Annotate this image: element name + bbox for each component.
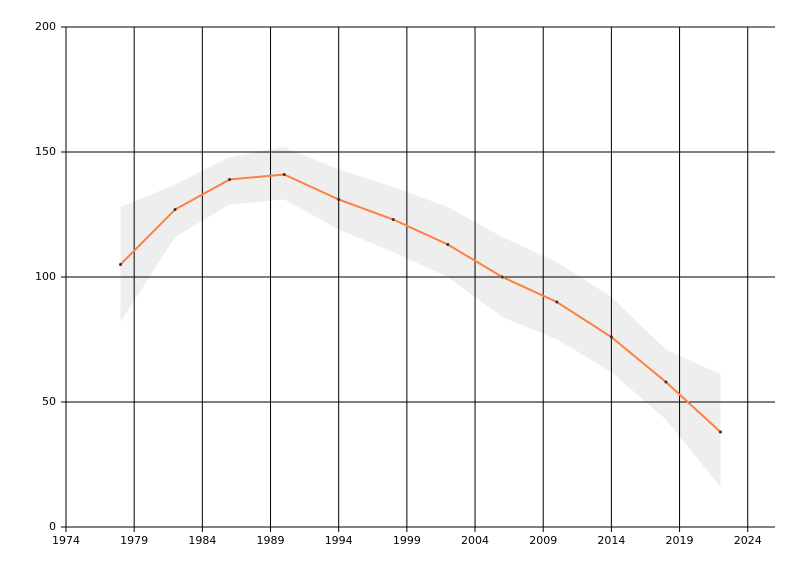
- point: [228, 178, 232, 181]
- x-tick-label: 2009: [529, 534, 557, 547]
- x-tick-label: 1984: [188, 534, 216, 547]
- y-tick-label: 50: [42, 395, 56, 408]
- y-tick-label: 0: [49, 520, 56, 533]
- point: [555, 300, 559, 304]
- point: [337, 198, 341, 201]
- point: [391, 218, 395, 221]
- line: [119, 173, 722, 433]
- x-tick-label: 1974: [52, 534, 80, 547]
- point: [500, 275, 504, 279]
- point: [282, 173, 286, 176]
- x-tick-label: 1999: [393, 534, 421, 547]
- x-tick-label: 2024: [734, 534, 762, 547]
- x-tick-label: 1979: [120, 534, 148, 547]
- x-tick-label: 2014: [597, 534, 625, 547]
- y-tick-label: 100: [35, 270, 56, 283]
- x-tick-label: 2019: [666, 534, 694, 547]
- point: [446, 243, 450, 246]
- point: [119, 263, 123, 266]
- point: [173, 208, 177, 211]
- y-tick-label: 200: [35, 20, 56, 33]
- point: [609, 335, 613, 339]
- x-tick-label: 1994: [325, 534, 353, 547]
- y-tick-label: 150: [35, 145, 56, 158]
- x-tick-label: 2004: [461, 534, 489, 547]
- x-tick-label: 1989: [257, 534, 285, 547]
- point: [718, 430, 722, 434]
- confidence-band: [120, 147, 721, 487]
- point: [664, 380, 668, 384]
